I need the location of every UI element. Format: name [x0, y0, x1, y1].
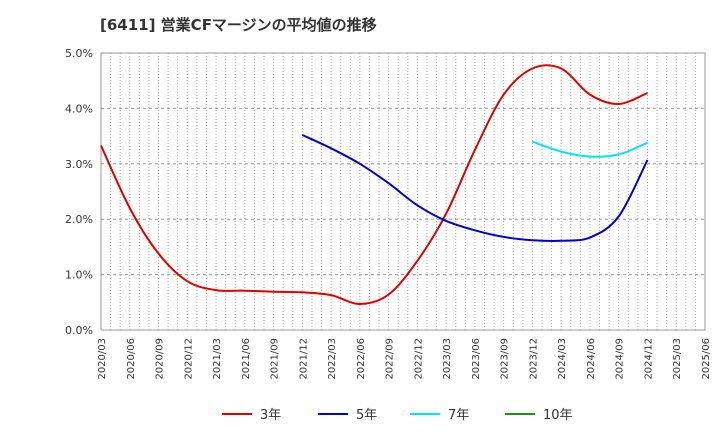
x-axis: 2020/03 2020/06 2020/09 2020/12 2021/03 2021/…: [97, 338, 712, 380]
series-lines: [100, 64, 649, 306]
y-tick-label: 1.0%: [65, 269, 93, 282]
x-tick-label: 2025/06: [701, 338, 712, 380]
x-tick-label: 2022/06: [356, 338, 367, 380]
x-tick-label: 2020/09: [155, 338, 166, 380]
x-tick-label: 2023/06: [471, 338, 482, 380]
y-tick-label: 3.0%: [65, 158, 93, 171]
legend-label: 3年: [260, 408, 281, 423]
legend-label: 10年: [543, 408, 573, 423]
x-tick-label: 2022/09: [385, 338, 396, 380]
x-tick-label: 2022/12: [413, 338, 424, 380]
x-tick-label: 2021/06: [241, 338, 252, 380]
plot-area: [100, 52, 706, 331]
x-tick-label: 2021/09: [270, 338, 281, 380]
chart-title: [6411] 営業CFマージンの平均値の推移: [100, 16, 377, 34]
legend: 3年 5年 7年 10年: [222, 408, 573, 423]
y-axis: 0.0% 1.0% 2.0% 3.0% 4.0% 5.0%: [65, 47, 93, 337]
y-tick-label: 2.0%: [65, 213, 93, 226]
x-tick-label: 2024/03: [557, 338, 568, 380]
x-tick-label: 2024/09: [615, 338, 626, 380]
x-tick-label: 2020/12: [183, 338, 194, 380]
x-tick-label: 2020/03: [97, 338, 108, 380]
x-tick-label: 2023/03: [442, 338, 453, 380]
x-tick-label: 2021/03: [212, 338, 223, 380]
legend-label: 7年: [448, 408, 469, 423]
x-tick-label: 2024/12: [643, 338, 654, 380]
x-tick-label: 2023/12: [528, 338, 539, 380]
series-line-1: [301, 134, 649, 243]
legend-label: 5年: [356, 408, 377, 423]
x-tick-label: 2024/06: [586, 338, 597, 380]
x-tick-label: 2025/03: [672, 338, 683, 380]
series-line-2: [532, 140, 648, 158]
y-tick-label: 4.0%: [65, 102, 93, 115]
y-tick-label: 0.0%: [65, 324, 93, 337]
grid: [101, 53, 705, 330]
x-tick-label: 2021/12: [298, 338, 309, 380]
x-tick-label: 2020/06: [126, 338, 137, 380]
y-tick-label: 5.0%: [65, 47, 93, 60]
x-tick-label: 2023/09: [500, 338, 511, 380]
series-line-0: [100, 64, 648, 306]
x-tick-label: 2022/03: [327, 338, 338, 380]
